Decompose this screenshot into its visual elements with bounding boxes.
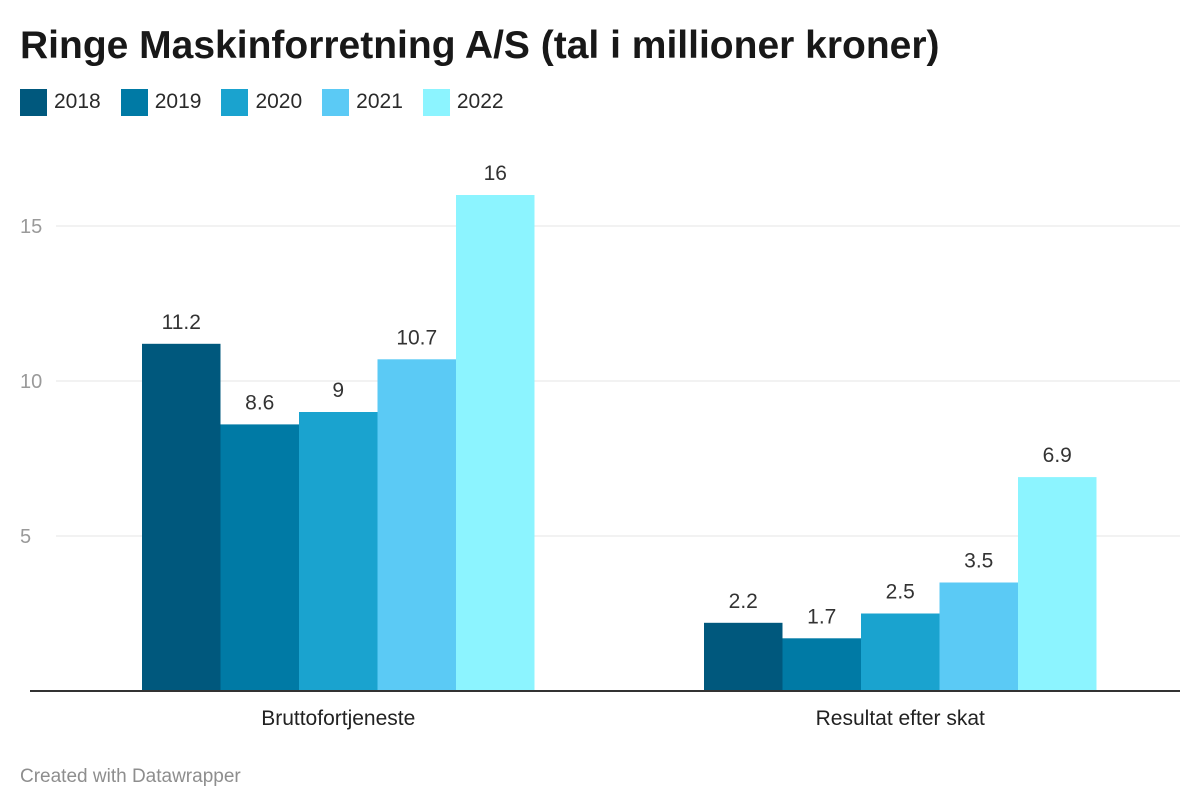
y-tick-label: 5 — [20, 526, 31, 548]
bar-2020 — [299, 412, 378, 691]
legend-swatch — [120, 88, 148, 116]
x-category-label: Bruttofortjeneste — [261, 707, 415, 730]
bar-2021 — [939, 582, 1018, 691]
legend-label: 2019 — [154, 90, 202, 113]
chart-legend: 2018 2019 2020 2021 2022 — [20, 88, 524, 116]
bar-value-label: 1.7 — [807, 605, 836, 628]
bar-value-label: 11.2 — [162, 311, 201, 334]
bar-value-label: 9 — [332, 379, 344, 402]
legend-item-2022: 2022 — [422, 88, 504, 116]
bar-value-label: 16 — [484, 162, 507, 185]
bar-value-label: 3.5 — [964, 550, 993, 573]
chart-title: Ringe Maskinforretning A/S (tal i millio… — [20, 24, 940, 67]
legend-item-2019: 2019 — [120, 88, 202, 116]
legend-swatch — [322, 88, 350, 116]
bar-value-label: 6.9 — [1043, 444, 1072, 467]
bar-2019 — [220, 424, 299, 691]
legend-swatch — [20, 88, 47, 116]
x-category-label: Resultat efter skat — [816, 707, 985, 730]
legend-swatch — [422, 88, 450, 116]
bar-2018 — [142, 343, 221, 691]
legend-item-2018: 2018 — [20, 88, 101, 116]
footer-credit: Created with Datawrapper — [20, 766, 241, 787]
bar-value-label: 10.7 — [396, 326, 437, 349]
legend-label: 2021 — [356, 90, 403, 113]
bar-2019 — [782, 638, 861, 691]
legend-label: 2020 — [255, 90, 303, 113]
bar-2018 — [704, 622, 783, 691]
bar-2022 — [456, 195, 535, 691]
bar-value-label: 8.6 — [245, 391, 274, 414]
legend-label: 2018 — [54, 90, 101, 113]
bar-value-label: 2.2 — [729, 590, 758, 613]
legend-item-2020: 2020 — [221, 88, 303, 116]
legend-item-2021: 2021 — [322, 88, 403, 116]
y-tick-label: 10 — [20, 371, 42, 393]
bar-chart: 5 10 15 11.2 8.6 9 10.7 16 Bruttofortjeneste 2.2 1… — [20, 162, 1180, 730]
bar-2020 — [861, 613, 940, 691]
bar-2022 — [1018, 477, 1097, 691]
legend-label: 2022 — [456, 90, 504, 113]
legend-swatch — [221, 88, 249, 116]
bar-2021 — [377, 359, 456, 691]
y-tick-label: 15 — [20, 216, 42, 238]
bar-value-label: 2.5 — [886, 581, 915, 604]
